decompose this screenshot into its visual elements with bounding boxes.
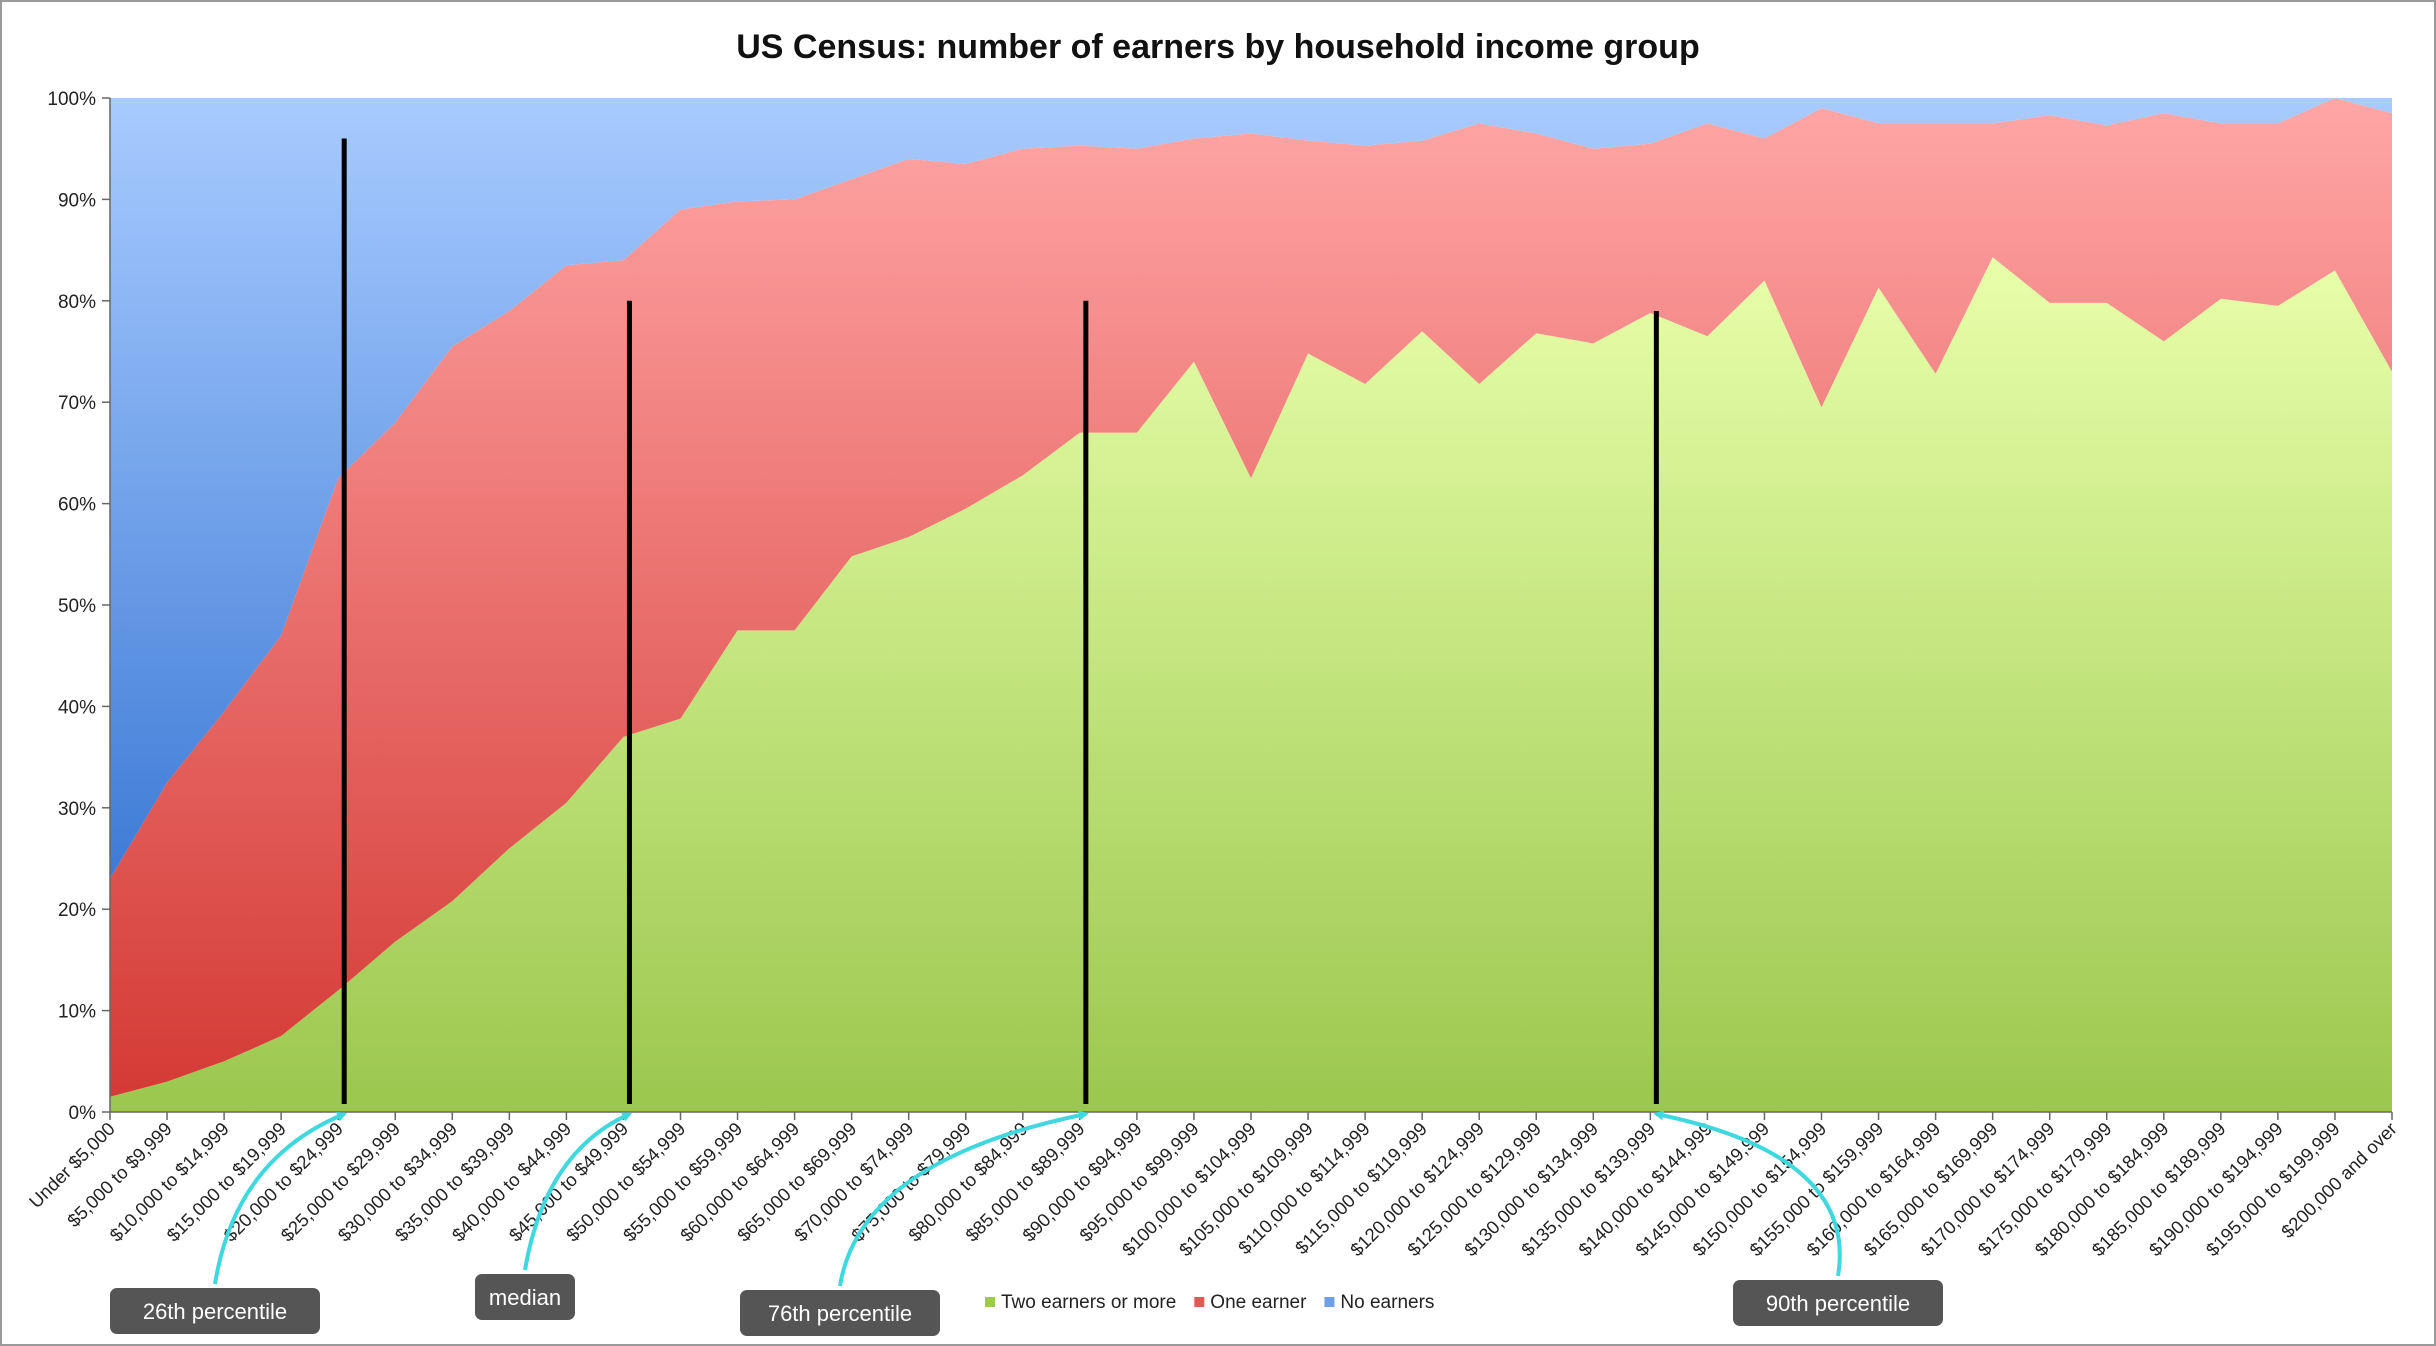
area-two-earners <box>110 257 2392 1112</box>
y-tick-label: 90% <box>58 190 96 211</box>
legend-swatch <box>985 1297 995 1307</box>
legend-swatch <box>1324 1297 1335 1307</box>
legend-label: No earners <box>1340 1292 1434 1313</box>
callout-box <box>475 1274 575 1320</box>
y-tick-label: 70% <box>58 393 96 414</box>
callout-box <box>110 1288 320 1334</box>
callout-arrow <box>1653 1110 1842 1277</box>
area-one-earner <box>110 98 2392 1097</box>
chart-title: US Census: number of earners by househol… <box>736 28 1699 66</box>
y-tick-label: 60% <box>58 495 96 516</box>
y-tick-label: 100% <box>47 89 96 110</box>
stacked-area-layer <box>110 98 2392 1112</box>
y-tick-label: 10% <box>58 1002 96 1023</box>
y-tick-label: 40% <box>58 697 96 718</box>
y-tick-label: 20% <box>58 900 96 921</box>
area-no-earners <box>110 98 2392 879</box>
callout-label: 26th percentile <box>143 1299 287 1324</box>
y-tick-label: 80% <box>58 292 96 313</box>
callout-arrow <box>523 1112 633 1271</box>
percentile-markers: 26th percentile median 76th percentile 90th… <box>110 138 1943 1336</box>
callout-arrow <box>838 1110 1089 1287</box>
callout-box <box>1733 1280 1943 1326</box>
legend-label: Two earners or more <box>1001 1292 1176 1313</box>
y-tick-label: 50% <box>58 596 96 617</box>
callout-label: median <box>489 1285 561 1310</box>
callout-box <box>740 1290 940 1336</box>
callout-label: 76th percentile <box>768 1301 912 1326</box>
callout-arrow <box>213 1112 347 1285</box>
legend: Two earners or more One earner No earners <box>985 1292 1434 1313</box>
callout-label: 90th percentile <box>1766 1291 1910 1316</box>
legend-label: One earner <box>1210 1292 1307 1313</box>
legend-swatch <box>1194 1297 1205 1307</box>
y-tick-label: 0% <box>69 1103 97 1124</box>
y-axis: 0% 10% 20% 30% 40% 50% 60% 70% 80% 90% 100% <box>47 89 111 1124</box>
y-tick-label: 30% <box>58 799 96 820</box>
